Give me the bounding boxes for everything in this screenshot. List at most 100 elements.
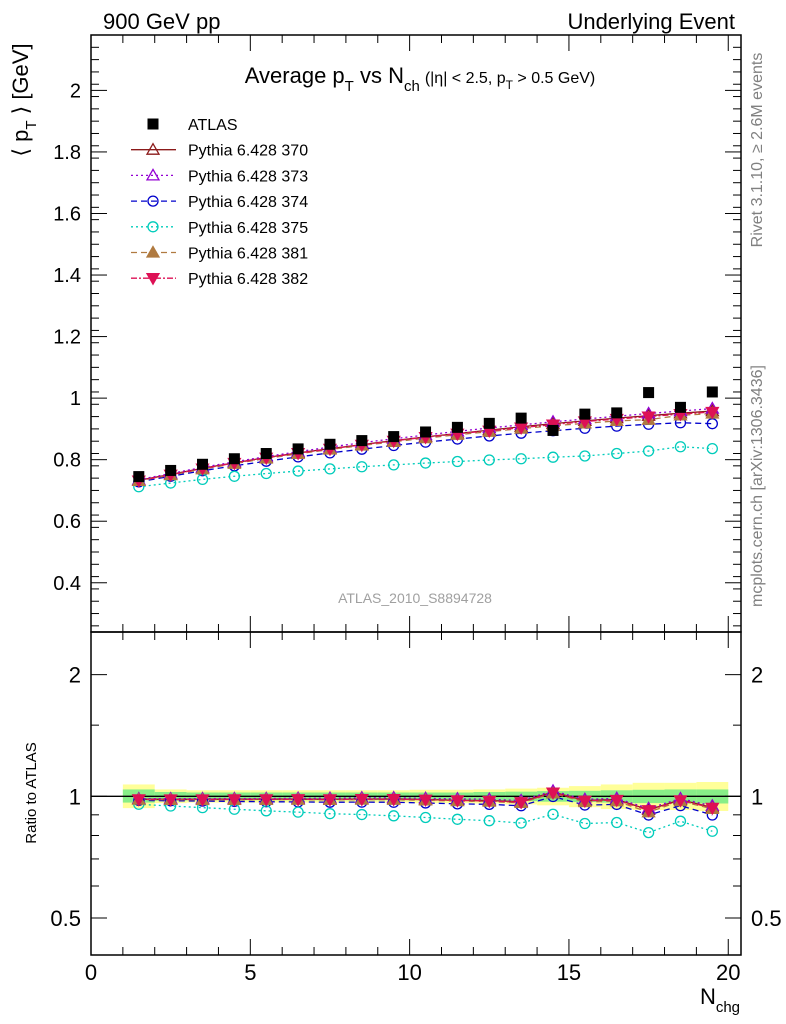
title-cut-text: (|η| < 2.5, p: [425, 70, 506, 87]
rivet-version-label: Rivet 3.1.10, ≥ 2.6M events: [749, 53, 766, 248]
ratio-series-5-point: [227, 794, 242, 807]
xlabel-main-text: N: [700, 984, 716, 1009]
main-y-tick-label: 2: [70, 80, 81, 102]
ratio-series-3-point: [642, 826, 655, 839]
ratio-series-5-point: [131, 794, 146, 807]
main-y-tick-label: 1.6: [53, 203, 81, 225]
main-y-tick-label: 1: [70, 388, 81, 410]
ratio-series-5-point: [514, 797, 529, 810]
ratio-y-tick-label: 2: [69, 663, 81, 688]
main-plot-panel: 0.40.60.811.21.41.61.82 Average pT vs Nc…: [8, 34, 742, 633]
main-y-tick-label: 0.4: [53, 573, 81, 595]
analysis-watermark: ATLAS_2010_S8894728: [338, 590, 492, 606]
main-y-tick-label: 1.8: [53, 142, 81, 164]
series-3-point: [260, 467, 272, 480]
series-3-point: [228, 470, 241, 482]
series-3-point: [642, 445, 655, 457]
header-left-label: 900 GeV pp: [103, 9, 220, 34]
x-axis-label: Nchg: [700, 984, 740, 1016]
atlas-data-point: [420, 426, 432, 438]
atlas-data-point: [324, 438, 336, 450]
atlas-data-point: [579, 408, 591, 420]
atlas-data-point: [228, 453, 240, 465]
ratio-series-3-point: [547, 808, 559, 820]
series-3-point: [515, 453, 527, 465]
title-sub2-text: ch: [404, 78, 420, 95]
ratio-y-tick-label-right: 1: [751, 784, 763, 809]
ratio-y-tick-label: 0.5: [50, 906, 81, 931]
main-y-tick-label: 1.4: [53, 265, 81, 287]
atlas-data-point: [133, 471, 145, 483]
header-right-label: Underlying Event: [567, 9, 735, 34]
atlas-data-point: [356, 435, 368, 447]
series-line-0: [138, 410, 713, 481]
atlas-data-point: [706, 386, 718, 398]
x-tick-label: 10: [397, 960, 421, 985]
ratio-series-3-point: [706, 825, 718, 837]
atlas-data-point: [547, 424, 559, 436]
ratio-series-5-point: [609, 794, 624, 808]
series-3-point: [419, 457, 432, 469]
ratio-series-3-point: [356, 808, 368, 821]
legend-label-4: Pythia 6.428 381: [188, 246, 308, 263]
title-sub3-text: T: [506, 78, 514, 92]
ratio-plot-frame: [90, 631, 742, 956]
ratio-series-5-point: [673, 795, 688, 808]
x-tick-label: 5: [244, 960, 256, 985]
ratio-series-3-point: [451, 813, 464, 825]
title-main-text: Average p: [245, 63, 345, 88]
series-line-3: [138, 446, 713, 488]
atlas-data-point: [643, 387, 655, 399]
main-y-axis-label: ⟨ pT ⟩ [GeV]: [8, 43, 40, 156]
legend-marker-3: [147, 221, 159, 233]
series-3-point: [483, 454, 495, 466]
main-y-tick-label: 0.8: [53, 450, 81, 472]
ratio-series-5-point: [545, 787, 561, 800]
ratio-series-5-point: [195, 794, 210, 807]
ratio-series-3-point: [483, 815, 495, 827]
series-3-point: [579, 450, 591, 462]
series-3-point: [388, 459, 400, 471]
series-3-point: [674, 441, 687, 453]
ratio-series-5-point: [577, 795, 592, 809]
ratio-line-3: [138, 803, 713, 834]
ratio-y-tick-label-right: 0.5: [751, 906, 782, 931]
legend-marker-4: [145, 245, 161, 258]
atlas-data-point: [197, 458, 209, 470]
x-tick-label: 20: [716, 960, 740, 985]
ratio-series-3-point: [388, 810, 400, 822]
legend-atlas-label: ATLAS: [188, 117, 238, 134]
x-tick-label: 0: [85, 960, 97, 985]
title-vs-text: vs N: [354, 63, 404, 88]
legend-label-1: Pythia 6.428 373: [188, 168, 308, 185]
atlas-data-point: [483, 417, 495, 429]
xlabel-sub-text: chg: [716, 999, 740, 1016]
legend-atlas-marker: [147, 118, 159, 130]
ratio-series-5-point: [259, 794, 274, 807]
ratio-series-5-point: [450, 795, 465, 808]
legend-label-3: Pythia 6.428 375: [188, 220, 308, 237]
title-sub1-text: T: [345, 78, 354, 95]
ratio-series-5-point: [290, 794, 306, 807]
series-line-5: [138, 411, 713, 482]
atlas-data-point: [292, 443, 304, 455]
main-y-tick-label: 0.6: [53, 511, 81, 533]
series-3-point: [356, 461, 368, 473]
atlas-data-point: [674, 401, 686, 413]
ratio-series-3-point: [674, 815, 687, 827]
series-3-point: [324, 463, 336, 475]
legend-label-2: Pythia 6.428 374: [188, 194, 308, 211]
main-y-tick-label: 1.2: [53, 327, 81, 349]
atlas-data-point: [388, 431, 400, 443]
legend-marker-0: [145, 142, 161, 155]
ratio-y-tick-label: 1: [69, 784, 81, 809]
legend-marker-5: [145, 273, 161, 286]
series-5-point: [705, 406, 720, 420]
main-plot-title: Average pT vs Nch (|η| < 2.5, pT > 0.5 Ge…: [245, 63, 595, 95]
ylabel-close-text: ⟩ [GeV]: [8, 43, 33, 120]
ratio-series-5-point: [354, 794, 369, 807]
series-3-point: [547, 451, 559, 463]
ratio-y-tick-label-right: 2: [751, 663, 763, 688]
legend-marker-2: [147, 195, 159, 207]
